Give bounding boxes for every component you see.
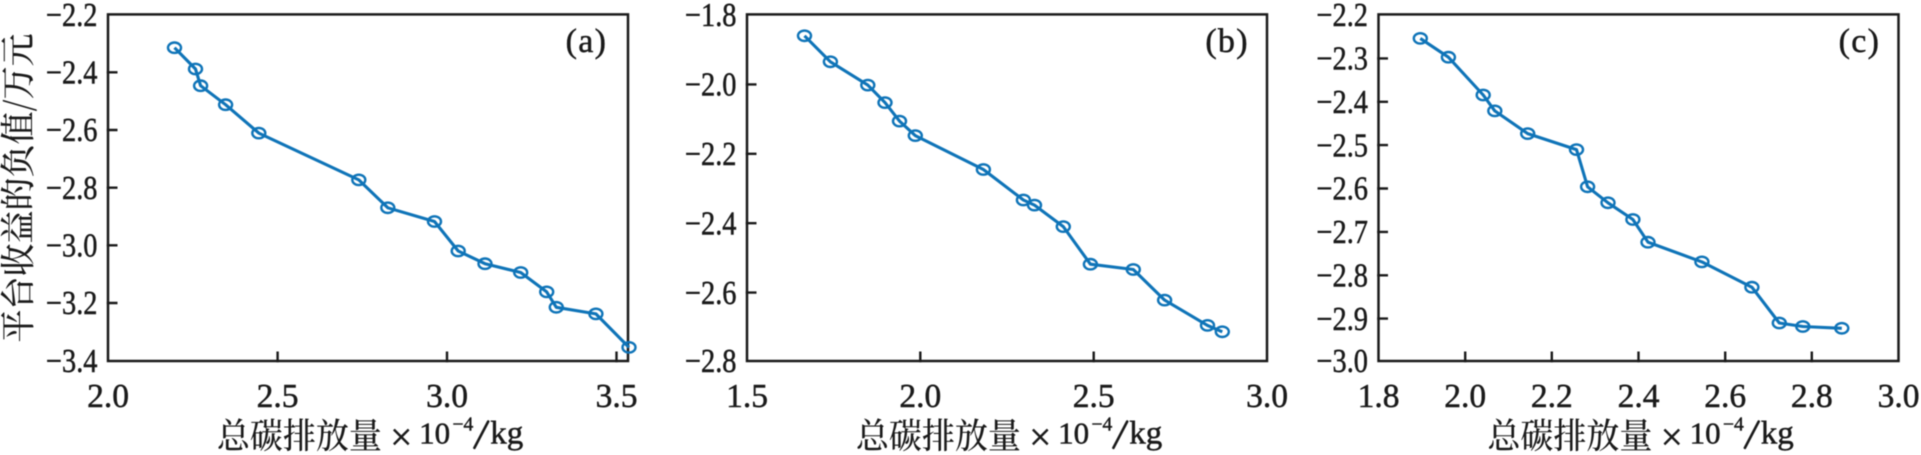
svg-text:−3.0: −3.0	[46, 228, 98, 265]
svg-text:−2.2: −2.2	[685, 136, 737, 173]
svg-text:−2.2: −2.2	[46, 0, 98, 34]
svg-text:−2.6: −2.6	[685, 275, 737, 312]
svg-text:−2.6: −2.6	[46, 112, 98, 149]
svg-text:1.8: 1.8	[1358, 378, 1400, 415]
svg-text:2.6: 2.6	[1704, 378, 1746, 415]
svg-text:2.0: 2.0	[1444, 378, 1486, 415]
svg-text:−2.3: −2.3	[1317, 41, 1369, 78]
svg-text:3.0: 3.0	[1878, 378, 1920, 415]
svg-text:−3.0: −3.0	[1317, 343, 1369, 380]
svg-text:(b): (b)	[1205, 23, 1249, 60]
svg-text:2.8: 2.8	[1791, 378, 1833, 415]
svg-text:−3.2: −3.2	[46, 285, 98, 322]
svg-text:−2.0: −2.0	[685, 67, 737, 104]
svg-text:2.4: 2.4	[1618, 378, 1660, 415]
svg-text:(a): (a)	[566, 23, 608, 60]
svg-text:1.5: 1.5	[726, 378, 768, 415]
svg-text:−2.6: −2.6	[1317, 171, 1369, 208]
svg-text:−2.8: −2.8	[1317, 258, 1369, 295]
svg-text:2.2: 2.2	[1531, 378, 1573, 415]
svg-text:(c): (c)	[1839, 23, 1881, 60]
svg-text:−2.9: −2.9	[1317, 301, 1369, 338]
svg-text:2.0: 2.0	[87, 378, 129, 415]
svg-text:2.5: 2.5	[1073, 378, 1115, 415]
svg-text:−2.5: −2.5	[1317, 127, 1369, 164]
svg-text:−2.4: −2.4	[46, 55, 98, 92]
svg-text:−2.7: −2.7	[1317, 214, 1369, 251]
svg-text:−2.8: −2.8	[46, 170, 98, 207]
svg-text:−2.4: −2.4	[1317, 84, 1369, 121]
svg-text:−1.8: −1.8	[685, 0, 737, 34]
svg-text:3.0: 3.0	[1246, 378, 1288, 415]
svg-text:−2.4: −2.4	[685, 205, 737, 242]
svg-text:2.0: 2.0	[899, 378, 941, 415]
svg-text:3.0: 3.0	[426, 378, 468, 415]
svg-text:3.5: 3.5	[596, 378, 638, 415]
svg-text:−2.2: −2.2	[1317, 0, 1369, 34]
svg-text:−2.8: −2.8	[685, 343, 737, 380]
svg-text:2.5: 2.5	[257, 378, 299, 415]
svg-text:−3.4: −3.4	[46, 343, 98, 380]
